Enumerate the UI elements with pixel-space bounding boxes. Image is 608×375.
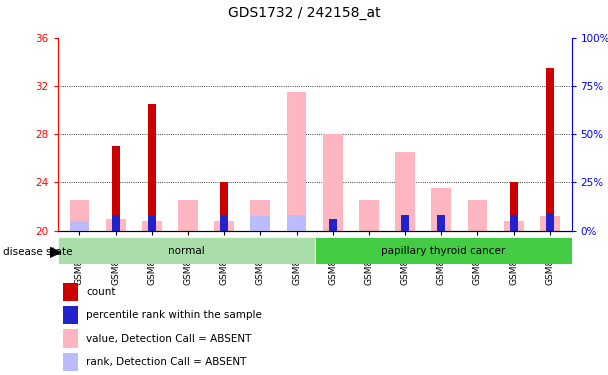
Bar bbox=[437, 215, 445, 231]
Bar bbox=[214, 221, 234, 231]
Text: GDS1732 / 242158_at: GDS1732 / 242158_at bbox=[227, 6, 381, 20]
Bar bbox=[69, 221, 89, 231]
Bar bbox=[69, 201, 89, 231]
Bar bbox=[510, 182, 517, 231]
Bar bbox=[106, 219, 126, 231]
Bar bbox=[401, 215, 409, 231]
Bar bbox=[546, 213, 554, 231]
Bar bbox=[431, 188, 451, 231]
Bar bbox=[142, 221, 162, 231]
Bar bbox=[468, 201, 488, 231]
Text: count: count bbox=[86, 287, 116, 297]
Bar bbox=[112, 215, 120, 231]
Bar bbox=[323, 134, 343, 231]
Bar bbox=[395, 152, 415, 231]
Bar bbox=[220, 215, 228, 231]
Text: value, Detection Call = ABSENT: value, Detection Call = ABSENT bbox=[86, 333, 252, 344]
Text: normal: normal bbox=[168, 246, 204, 256]
Bar bbox=[220, 182, 228, 231]
Text: rank, Detection Call = ABSENT: rank, Detection Call = ABSENT bbox=[86, 357, 247, 367]
Bar bbox=[315, 237, 572, 264]
Bar bbox=[546, 68, 554, 231]
Bar bbox=[286, 92, 306, 231]
Text: papillary thyroid cancer: papillary thyroid cancer bbox=[381, 246, 505, 256]
Bar bbox=[148, 215, 156, 231]
Text: disease state: disease state bbox=[3, 247, 72, 257]
Polygon shape bbox=[50, 248, 61, 257]
Bar bbox=[329, 219, 337, 231]
Bar bbox=[63, 283, 78, 301]
Bar bbox=[112, 146, 120, 231]
Bar bbox=[178, 201, 198, 231]
Bar bbox=[58, 237, 315, 264]
Bar bbox=[250, 216, 271, 231]
Bar bbox=[359, 201, 379, 231]
Bar bbox=[63, 330, 78, 348]
Bar bbox=[148, 104, 156, 231]
Bar bbox=[63, 353, 78, 371]
Bar bbox=[540, 216, 560, 231]
Bar bbox=[63, 306, 78, 324]
Bar bbox=[510, 215, 517, 231]
Text: percentile rank within the sample: percentile rank within the sample bbox=[86, 310, 262, 320]
Bar bbox=[250, 201, 271, 231]
Bar bbox=[503, 221, 523, 231]
Bar bbox=[286, 215, 306, 231]
